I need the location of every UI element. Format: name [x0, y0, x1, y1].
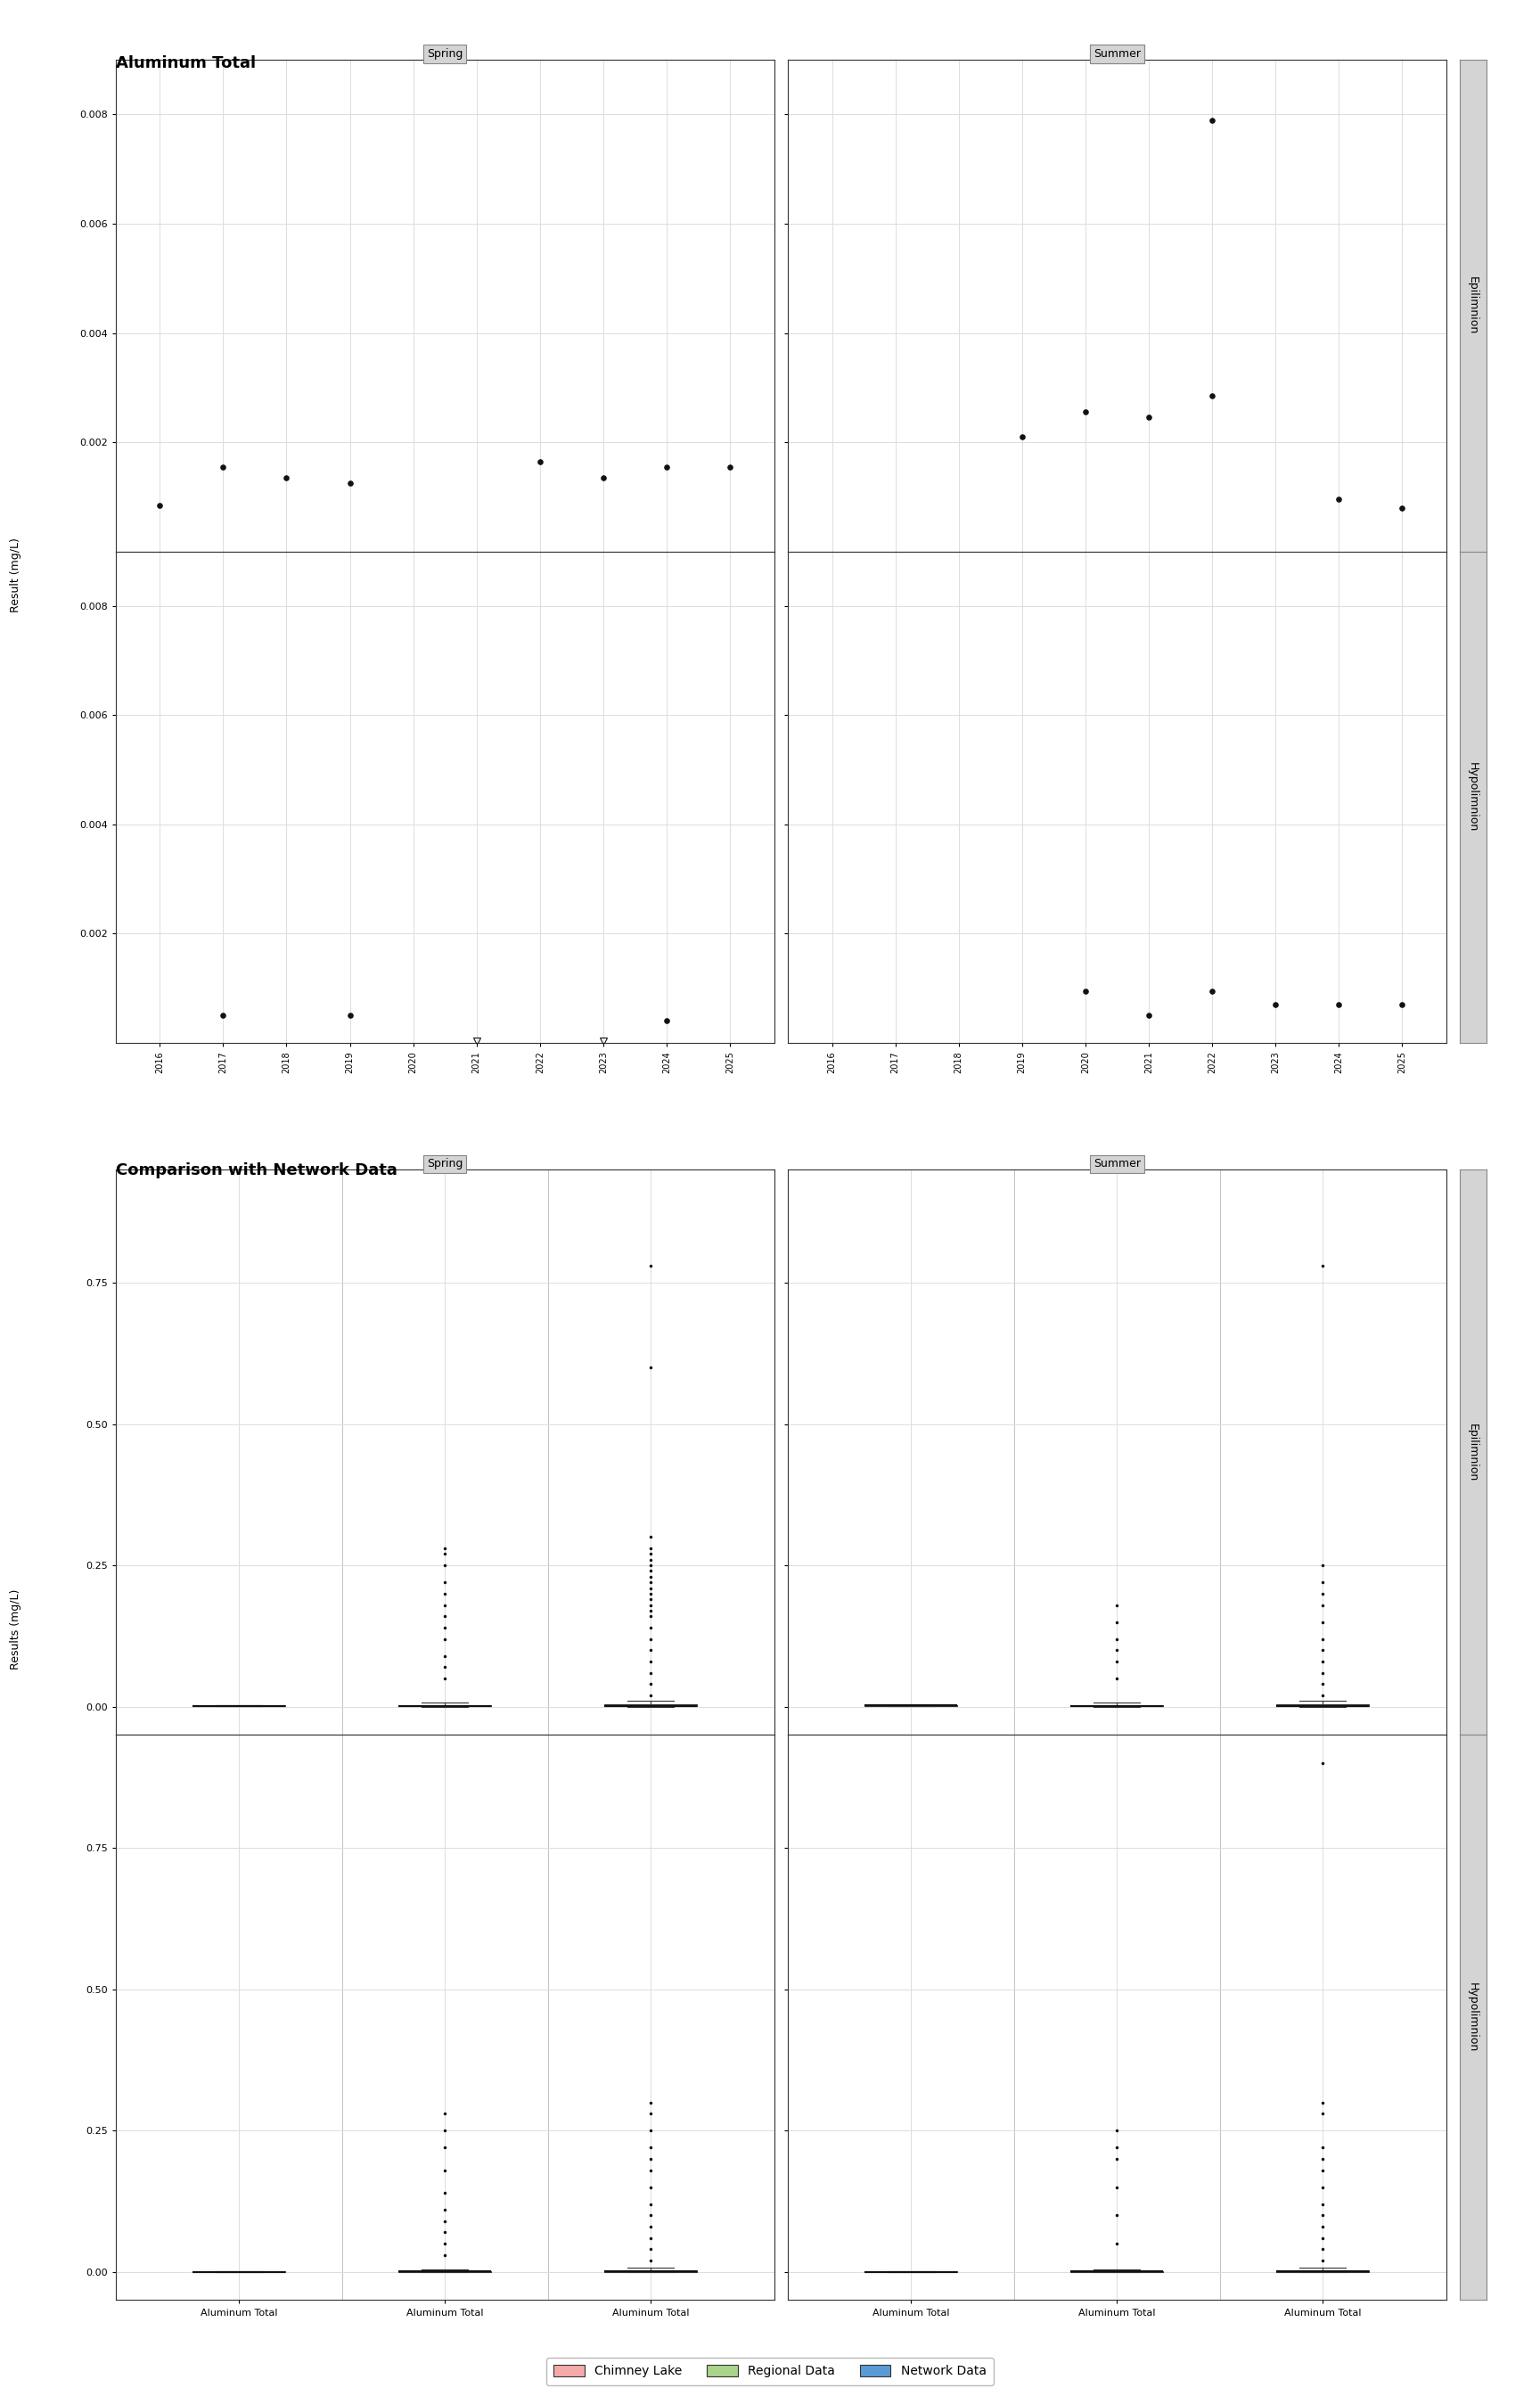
Text: Hypolimnion: Hypolimnion [1468, 762, 1478, 831]
Point [1200, 973, 1224, 1011]
Point [654, 1002, 679, 1040]
Point [1200, 101, 1224, 139]
Point [528, 443, 553, 482]
Legend: Chimney Lake, Regional Data, Network Data: Chimney Lake, Regional Data, Network Dat… [547, 2358, 993, 2384]
Point [211, 997, 236, 1035]
Text: Epilimnion: Epilimnion [1468, 276, 1478, 335]
Point [1137, 398, 1161, 436]
Point [654, 448, 679, 486]
Text: Summer: Summer [1093, 48, 1141, 60]
Point [1200, 376, 1224, 415]
Text: Spring: Spring [427, 48, 464, 60]
Text: Comparison with Network Data: Comparison with Network Data [116, 1162, 397, 1179]
Point [1010, 417, 1035, 455]
Point [1073, 973, 1098, 1011]
Point [337, 465, 362, 503]
Point [1389, 985, 1414, 1023]
Text: Epilimnion: Epilimnion [1468, 1423, 1478, 1481]
Point [1073, 393, 1098, 431]
Point [1326, 985, 1351, 1023]
Point [337, 997, 362, 1035]
Text: Result (mg/L): Result (mg/L) [9, 537, 22, 613]
Point [1326, 479, 1351, 518]
Text: Aluminum Total: Aluminum Total [116, 55, 256, 72]
Point [1389, 489, 1414, 527]
Point [718, 448, 742, 486]
Point [1263, 985, 1287, 1023]
Point [211, 448, 236, 486]
Point [148, 486, 172, 525]
Text: Summer: Summer [1093, 1157, 1141, 1169]
Text: Spring: Spring [427, 1157, 464, 1169]
Point [274, 458, 299, 496]
Text: Hypolimnion: Hypolimnion [1468, 1981, 1478, 2053]
Point [591, 458, 616, 496]
Point [1137, 997, 1161, 1035]
Text: Results (mg/L): Results (mg/L) [9, 1589, 22, 1670]
Text: Summer: Summer [1093, 48, 1141, 60]
